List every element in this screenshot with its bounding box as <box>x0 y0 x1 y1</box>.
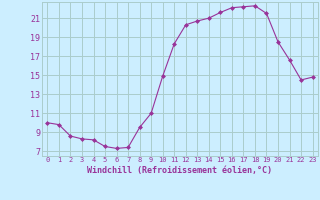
X-axis label: Windchill (Refroidissement éolien,°C): Windchill (Refroidissement éolien,°C) <box>87 166 273 175</box>
